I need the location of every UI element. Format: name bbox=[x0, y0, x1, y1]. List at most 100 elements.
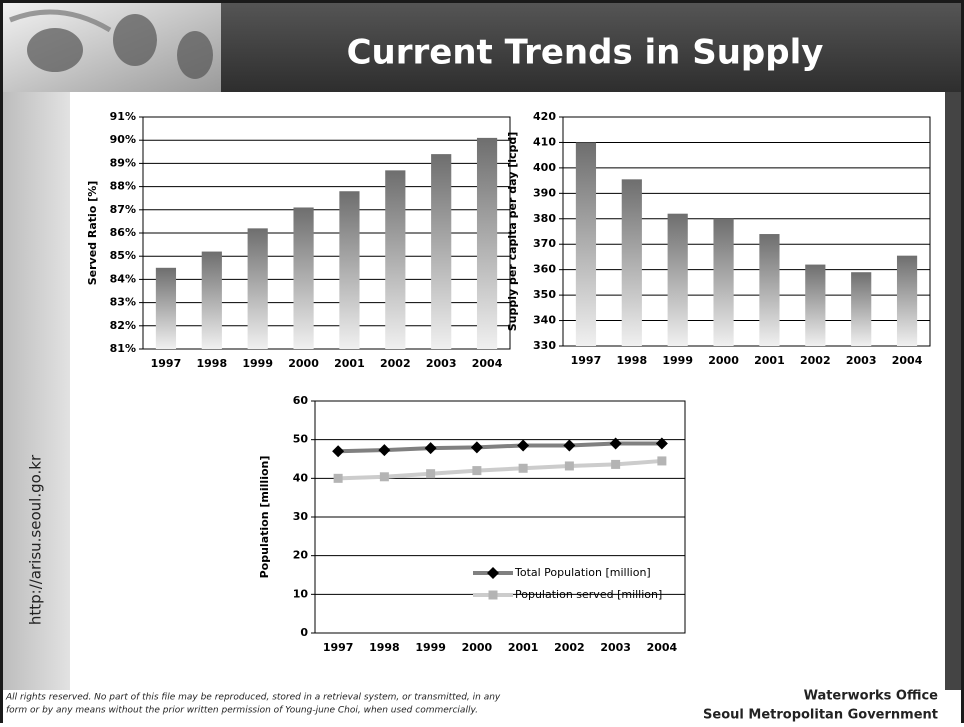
marker bbox=[517, 439, 530, 452]
y-tick-label: 40 bbox=[293, 471, 309, 484]
slide-title: Current Trends in Supply bbox=[347, 33, 824, 73]
y-tick-label: 83% bbox=[110, 296, 136, 309]
y-tick-label: 30 bbox=[293, 510, 309, 523]
bar bbox=[575, 142, 597, 346]
y-tick-label: 330 bbox=[533, 339, 556, 352]
marker bbox=[472, 466, 482, 476]
y-axis-label: Supply per capita per day [lcpd] bbox=[506, 132, 519, 332]
office: Waterworks Office bbox=[804, 689, 939, 704]
y-tick-label: 91% bbox=[110, 110, 136, 123]
marker bbox=[488, 590, 498, 600]
picture-figures bbox=[9, 9, 213, 79]
line bbox=[338, 441, 662, 454]
notice: form or by any means without the prior w… bbox=[6, 706, 478, 716]
y-tick-label: 90% bbox=[110, 133, 136, 146]
bar bbox=[201, 251, 222, 349]
x-tick-label: 1999 bbox=[662, 354, 693, 367]
bar bbox=[667, 213, 688, 346]
y-tick-label: 10 bbox=[293, 587, 309, 600]
marker bbox=[378, 444, 391, 457]
marker bbox=[379, 472, 389, 482]
y-tick-label: 420 bbox=[533, 110, 556, 123]
marker bbox=[333, 473, 343, 483]
y-axis-label: Served Ratio [%] bbox=[86, 181, 99, 286]
marker bbox=[487, 567, 499, 579]
y-tick-label: 410 bbox=[533, 135, 556, 148]
y-tick-label: 380 bbox=[533, 212, 556, 225]
x-tick-label: 2001 bbox=[334, 357, 365, 370]
marker bbox=[655, 437, 668, 450]
y-tick-label: 50 bbox=[293, 433, 309, 446]
line bbox=[338, 458, 663, 481]
footer bbox=[3, 690, 961, 723]
x-tick-label: 2002 bbox=[380, 357, 411, 370]
notice: All rights reserved. No part of this fil… bbox=[5, 693, 501, 703]
marker bbox=[426, 469, 436, 479]
x-tick-label: 2002 bbox=[554, 641, 585, 654]
y-tick-label: 88% bbox=[110, 180, 136, 193]
marker bbox=[564, 461, 574, 471]
x-tick-label: 2004 bbox=[892, 354, 923, 367]
x-tick-label: 2000 bbox=[288, 357, 319, 370]
x-tick-label: 2003 bbox=[600, 641, 631, 654]
bar bbox=[851, 272, 872, 346]
x-tick-label: 1998 bbox=[617, 354, 648, 367]
bar bbox=[431, 154, 452, 349]
bar bbox=[621, 179, 642, 346]
x-tick-label: 2000 bbox=[462, 641, 493, 654]
bar bbox=[339, 191, 360, 349]
plot-area bbox=[562, 116, 931, 347]
x-tick-label: 2001 bbox=[508, 641, 539, 654]
x-tick-label: 2004 bbox=[472, 357, 503, 370]
marker bbox=[424, 442, 437, 455]
bar bbox=[155, 267, 177, 349]
office: Seoul Metropolitan Government bbox=[703, 708, 938, 723]
marker bbox=[332, 445, 345, 458]
y-tick-label: 390 bbox=[533, 186, 556, 199]
marker bbox=[609, 437, 622, 450]
legend-label: Total Population [million] bbox=[514, 566, 651, 579]
y-tick-label: 340 bbox=[533, 314, 556, 327]
y-tick-label: 0 bbox=[300, 626, 308, 639]
y-tick-label: 400 bbox=[533, 161, 556, 174]
x-tick-label: 2003 bbox=[846, 354, 877, 367]
x-tick-label: 1998 bbox=[369, 641, 400, 654]
y-tick-label: 370 bbox=[533, 237, 556, 250]
marker bbox=[611, 459, 621, 469]
y-axis-label: Population [million] bbox=[258, 456, 271, 579]
legend-label: Population served [million] bbox=[515, 588, 662, 601]
marker bbox=[657, 456, 667, 466]
y-tick-label: 86% bbox=[110, 226, 136, 239]
marker bbox=[518, 463, 528, 473]
x-tick-label: 1998 bbox=[197, 357, 228, 370]
bar bbox=[896, 255, 918, 346]
x-tick-label: 2001 bbox=[754, 354, 785, 367]
y-tick-label: 84% bbox=[110, 272, 136, 285]
side-strip bbox=[3, 92, 70, 690]
marker bbox=[470, 441, 483, 454]
bar bbox=[713, 218, 734, 346]
x-tick-label: 1997 bbox=[151, 357, 182, 370]
right-strip bbox=[945, 92, 961, 690]
url: http://arisu.seoul.go.kr bbox=[27, 454, 45, 625]
bar bbox=[293, 207, 314, 349]
y-tick-label: 85% bbox=[110, 249, 136, 262]
y-tick-label: 360 bbox=[533, 263, 556, 276]
y-tick-label: 350 bbox=[533, 288, 556, 301]
x-tick-label: 2003 bbox=[426, 357, 457, 370]
bar bbox=[385, 170, 406, 349]
x-tick-label: 2002 bbox=[800, 354, 831, 367]
y-tick-label: 60 bbox=[293, 394, 309, 407]
bar bbox=[247, 228, 268, 349]
x-tick-label: 2004 bbox=[647, 641, 678, 654]
x-tick-label: 1997 bbox=[323, 641, 354, 654]
marker bbox=[563, 439, 576, 452]
y-tick-label: 87% bbox=[110, 203, 136, 216]
x-tick-label: 2000 bbox=[708, 354, 739, 367]
bar bbox=[759, 234, 780, 346]
y-tick-label: 20 bbox=[293, 549, 309, 562]
y-tick-label: 89% bbox=[110, 156, 136, 169]
x-tick-label: 1999 bbox=[242, 357, 273, 370]
bar bbox=[805, 264, 826, 346]
